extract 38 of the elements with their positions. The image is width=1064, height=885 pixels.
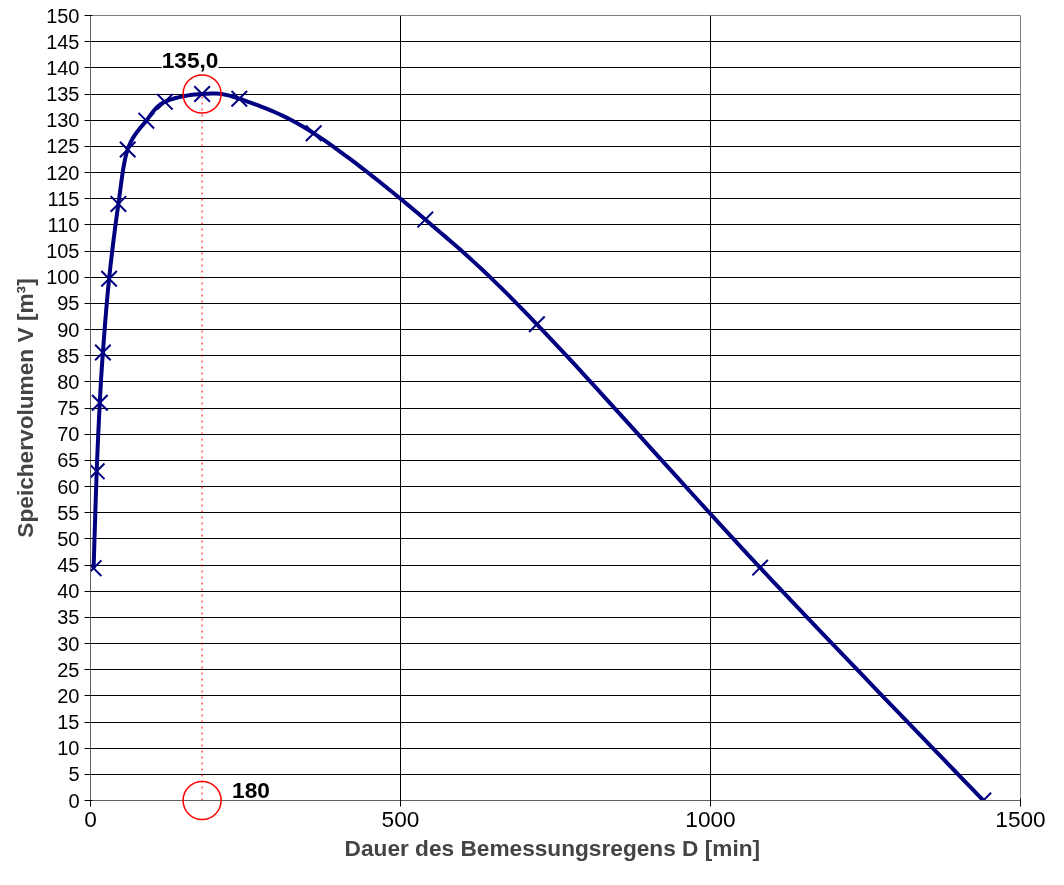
y-tick-label: 90 xyxy=(57,318,80,341)
y-tick-label: 150 xyxy=(46,4,80,27)
y-tick-label: 40 xyxy=(57,580,80,603)
y-tick-label: 45 xyxy=(57,554,80,576)
y-tick-label: 135 xyxy=(46,83,80,105)
y-tick-label: 110 xyxy=(47,213,80,236)
y-tick-label: 120 xyxy=(46,161,80,184)
y-tick-label: 105 xyxy=(46,240,80,262)
y-tick-label: 95 xyxy=(57,292,80,315)
y-tick-label: 20 xyxy=(57,684,80,707)
y-tick-label: 70 xyxy=(57,423,80,446)
y-tick-label: 50 xyxy=(57,527,80,550)
x-axis-title: Dauer des Bemessungsregens D [min] xyxy=(344,834,761,861)
y-tick-label: 75 xyxy=(57,397,80,419)
annotation: 180 xyxy=(232,776,270,803)
y-tick-label: 60 xyxy=(57,475,80,498)
y-tick-label: 100 xyxy=(46,266,80,289)
y-tick-label: 80 xyxy=(57,370,80,393)
x-tick-label: 1000 xyxy=(685,805,736,832)
y-tick-label: 35 xyxy=(57,606,80,629)
y-tick-label: 65 xyxy=(57,449,80,472)
y-tick-label: 0 xyxy=(68,789,80,812)
y-tick-label: 115 xyxy=(47,187,80,210)
y-tick-label: 145 xyxy=(46,30,80,53)
y-tick-label: 25 xyxy=(57,658,80,681)
y-tick-label: 5 xyxy=(68,763,80,786)
y-tick-label: 10 xyxy=(57,737,80,760)
y-tick-label: 85 xyxy=(57,344,80,367)
annotation: 135,0 xyxy=(161,47,219,73)
x-tick-label: 1500 xyxy=(995,805,1046,832)
y-tick-label: 30 xyxy=(57,632,80,655)
y-tick-label: 125 xyxy=(46,135,80,158)
y-tick-label: 140 xyxy=(46,56,80,79)
x-tick-label: 500 xyxy=(381,805,420,832)
y-tick-label: 15 xyxy=(57,711,80,733)
y-tick-label: 130 xyxy=(46,109,80,132)
y-axis-title: Speichervolumen V [m³] xyxy=(12,278,39,538)
y-tick-label: 55 xyxy=(57,501,80,524)
